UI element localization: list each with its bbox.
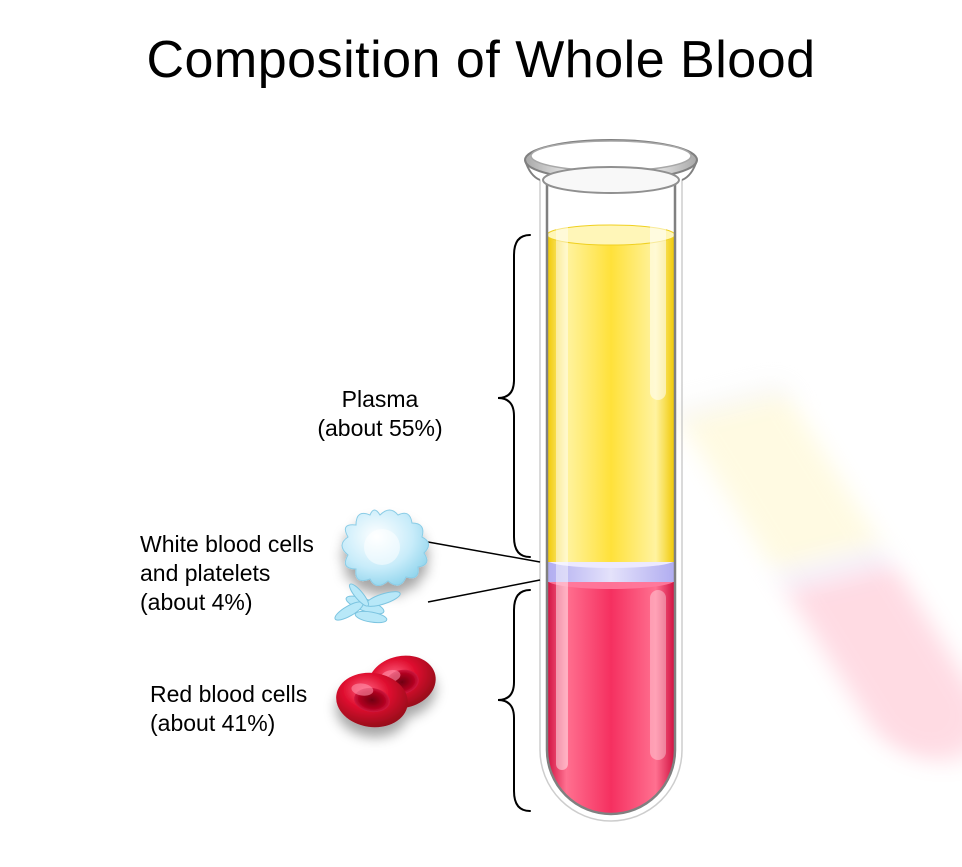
label-rbc: Red blood cells (about 41%): [150, 680, 307, 738]
label-plasma-line2: (about 55%): [317, 415, 442, 441]
tube-shadow: [667, 381, 962, 773]
label-buffy: White blood cells and platelets (about 4…: [140, 530, 314, 616]
rbc-icon: [333, 649, 441, 731]
brace-rbc: [498, 590, 530, 811]
platelets-icon: [333, 582, 402, 625]
label-buffy-line2: and platelets: [140, 560, 270, 586]
label-rbc-line2: (about 41%): [150, 710, 275, 736]
wbc-icon: [342, 510, 429, 586]
brace-plasma: [498, 235, 530, 557]
label-buffy-line3: (about 4%): [140, 589, 253, 615]
label-plasma-line1: Plasma: [342, 386, 419, 412]
pointer-buffy: [428, 542, 540, 602]
diagram-svg: [0, 0, 962, 867]
label-plasma: Plasma (about 55%): [280, 385, 480, 443]
diagram-canvas: Composition of Whole Blood: [0, 0, 962, 867]
label-buffy-line1: White blood cells: [140, 531, 314, 557]
label-rbc-line1: Red blood cells: [150, 681, 307, 707]
